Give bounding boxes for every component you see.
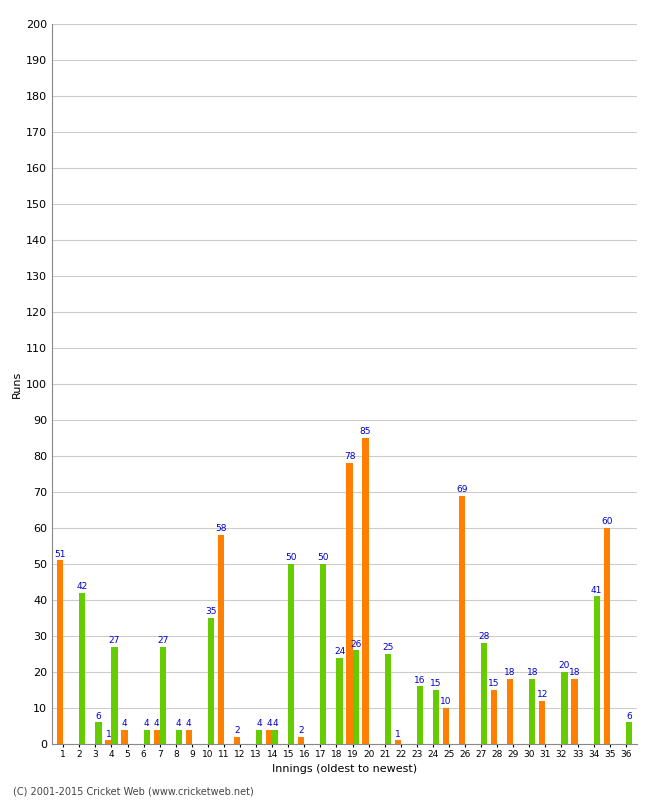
Text: 50: 50 [285,554,297,562]
Text: 20: 20 [559,661,570,670]
Text: 2: 2 [298,726,304,735]
Text: 51: 51 [55,550,66,558]
Bar [153,730,160,744]
Bar [593,597,600,744]
Bar [144,730,150,744]
Bar [417,686,423,744]
Text: 4: 4 [176,718,181,728]
Bar [529,679,536,744]
Bar [105,741,111,744]
Bar [288,564,294,744]
Text: 16: 16 [414,675,426,685]
Bar [346,463,352,744]
Bar [272,730,278,744]
Text: 4: 4 [144,718,150,728]
Text: 50: 50 [318,554,329,562]
Bar [385,654,391,744]
Bar [562,672,567,744]
Text: 4: 4 [154,718,159,728]
Text: 1: 1 [395,730,400,738]
Bar [160,646,166,744]
Text: 27: 27 [157,636,168,645]
Text: 6: 6 [96,712,101,721]
Bar [481,643,488,744]
Bar [443,708,449,744]
Bar [491,690,497,744]
Text: 60: 60 [601,517,612,526]
Bar [218,535,224,744]
Bar [122,730,127,744]
Bar [320,564,326,744]
Text: 4: 4 [122,718,127,728]
Text: 18: 18 [526,668,538,678]
Bar [507,679,514,744]
Text: 18: 18 [504,668,516,678]
Text: 24: 24 [334,646,345,656]
Text: 78: 78 [344,452,356,462]
X-axis label: Innings (oldest to newest): Innings (oldest to newest) [272,764,417,774]
Text: 69: 69 [456,485,468,494]
Bar [433,690,439,744]
Text: 4: 4 [186,718,192,728]
Text: 18: 18 [569,668,580,678]
Text: 4: 4 [272,718,278,728]
Text: (C) 2001-2015 Cricket Web (www.cricketweb.net): (C) 2001-2015 Cricket Web (www.cricketwe… [13,786,254,796]
Text: 2: 2 [234,726,240,735]
Bar [395,741,401,744]
Bar [363,438,369,744]
Text: 35: 35 [205,607,216,616]
Text: 12: 12 [537,690,548,699]
Bar [352,650,359,744]
Bar [298,737,304,744]
Bar [111,646,118,744]
Bar [571,679,578,744]
Text: 15: 15 [488,679,500,688]
Text: 42: 42 [77,582,88,591]
Bar [208,618,214,744]
Text: 6: 6 [626,712,632,721]
Text: 4: 4 [256,718,262,728]
Text: 15: 15 [430,679,442,688]
Bar [79,593,85,744]
Text: 27: 27 [109,636,120,645]
Bar [176,730,182,744]
Bar [337,658,343,744]
Text: 58: 58 [215,525,227,534]
Y-axis label: Runs: Runs [12,370,22,398]
Bar [256,730,262,744]
Text: 41: 41 [591,586,603,594]
Bar [234,737,240,744]
Text: 25: 25 [382,643,393,652]
Bar [186,730,192,744]
Text: 85: 85 [360,427,371,436]
Bar [266,730,272,744]
Text: 1: 1 [105,730,111,738]
Bar [57,560,63,744]
Bar [604,528,610,744]
Text: 4: 4 [266,718,272,728]
Bar [96,722,101,744]
Text: 28: 28 [478,632,490,642]
Bar [626,722,632,744]
Text: 26: 26 [350,640,361,649]
Bar [459,495,465,744]
Bar [540,701,545,744]
Text: 10: 10 [440,697,452,706]
